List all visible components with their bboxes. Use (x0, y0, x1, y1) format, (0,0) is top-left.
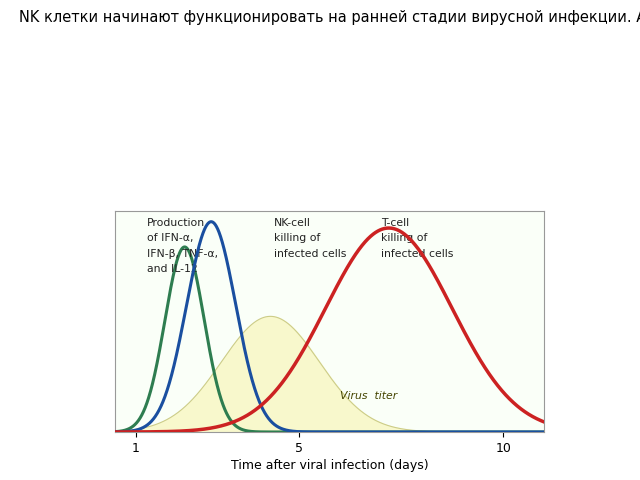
Text: killing of: killing of (381, 233, 428, 243)
Text: of IFN-α,: of IFN-α, (147, 233, 194, 243)
Text: infected cells: infected cells (274, 249, 346, 259)
Text: NK-cell: NK-cell (274, 218, 311, 228)
Text: Production: Production (147, 218, 205, 228)
Text: killing of: killing of (274, 233, 320, 243)
X-axis label: Time after viral infection (days): Time after viral infection (days) (231, 459, 428, 472)
Text: Virus  titer: Virus titer (340, 391, 397, 401)
Text: NK клетки начинают функционировать на ранней стадии вирусной инфекции. Активирую: NK клетки начинают функционировать на ра… (19, 10, 640, 24)
Text: infected cells: infected cells (381, 249, 453, 259)
Text: T-cell: T-cell (381, 218, 409, 228)
Text: and IL-12: and IL-12 (147, 264, 198, 274)
Text: IFN-β, TNF-α,: IFN-β, TNF-α, (147, 249, 218, 259)
